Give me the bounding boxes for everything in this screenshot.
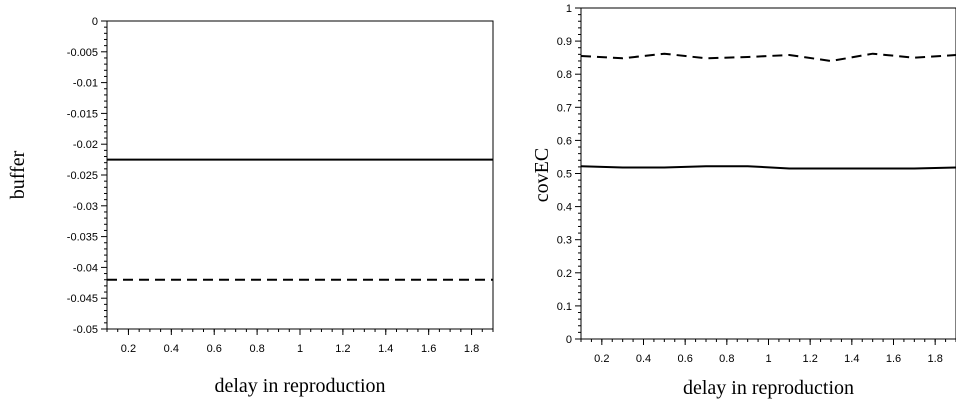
series-line-dashed [580,52,956,63]
buffer-chart: 0 -0.005 -0.01 -0.015 -0.02 -0.025 -0.03 -0.035… [7,16,494,397]
x-tick-label: 0.8 [719,353,734,365]
y-tick-label: -0.05 [73,324,98,336]
x-tick-label: 0.2 [121,343,136,355]
y-tick-label: -0.04 [73,262,98,274]
y-tick-label: -0.01 [73,78,98,90]
x-tick-label: 1.6 [421,343,436,355]
x-tick-label: 1 [297,343,303,355]
y-tick-label: -0.02 [73,139,98,151]
covec-chart: 1 0.9 0.8 0.7 0.6 0.5 0.4 0.3 0.2 0.1 0 0.2 0.4 0.6 0.… [531,3,956,399]
x-tick-label: 1.2 [803,353,818,365]
y-tick-label: 0.6 [557,135,572,147]
y-tick-label: 0.2 [557,268,572,280]
y-tick-label: 0.7 [557,102,572,114]
y-tick-label: 0.4 [557,202,572,214]
x-tick-label: 1.4 [378,343,393,355]
y-axis-label: buffer [7,150,29,199]
y-tick-label: -0.035 [67,232,98,244]
y-tick-label: 0.8 [557,69,572,81]
x-tick-label: 0.4 [636,353,651,365]
y-tick-label: 0.1 [557,301,572,313]
x-tick-label: 0.6 [678,353,693,365]
x-axis-label: delay in reproduction [214,375,385,397]
y-tick-label: 1 [566,3,572,15]
y-tick-label: -0.015 [67,108,98,120]
y-tick-label: 0 [92,16,98,28]
x-tick-label: 1.4 [844,353,859,365]
y-axis-label: covEC [531,148,553,202]
x-tick-label: 0.8 [249,343,264,355]
y-tick-label: 0.5 [557,169,572,181]
y-tick-label: -0.045 [67,293,98,305]
y-tick-label: 0 [566,334,572,346]
x-tick-label: 1.8 [464,343,479,355]
x-axis-label: delay in reproduction [683,377,854,399]
x-tick-label: 1.6 [886,353,901,365]
x-tick-label: 1 [765,353,771,365]
y-tick-label: 0.9 [557,36,572,48]
y-tick-label: -0.025 [67,170,98,182]
y-tick-label: 0.3 [557,235,572,247]
plot-frame [106,20,494,330]
x-tick-label: 0.6 [207,343,222,355]
x-tick-label: 1.2 [335,343,350,355]
x-tick-label: 1.8 [928,353,943,365]
x-tick-label: 0.2 [594,353,609,365]
series-line-solid [580,165,956,170]
x-tick-label: 0.4 [164,343,179,355]
y-tick-label: -0.005 [67,47,98,59]
y-tick-label: -0.03 [73,201,98,213]
